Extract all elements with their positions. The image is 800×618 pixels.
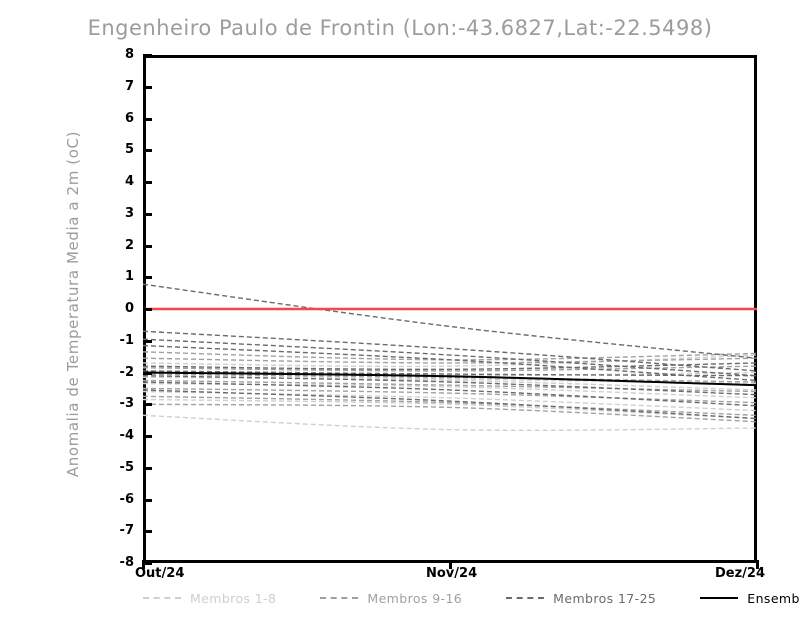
y-axis-tick-mark [143,149,152,153]
y-axis-tick-mark [143,339,152,343]
y-axis-tick-mark [143,562,152,565]
y-axis-tick-mark [143,498,152,502]
member-line [143,376,757,391]
y-axis-tick-mark [143,403,152,407]
x-axis-tick-mark [142,560,145,569]
legend-swatch-icon [506,597,545,599]
legend-label: Membros 9-16 [367,590,463,606]
y-axis-tick-label: -5 [119,459,134,475]
page-title: Engenheiro Paulo de Frontin (Lon:-43.682… [87,16,713,40]
member-line [143,354,757,368]
legend-label: Membros 17-25 [553,590,657,606]
member-line [143,338,757,377]
chart-legend: Membros 1-8 Membros 9-16 Membros 17-25 Ense… [143,588,800,608]
member-line [143,381,757,407]
x-axis-tick-label: Dez/24 [715,566,766,581]
y-axis-tick-label: -1 [119,332,134,348]
y-axis-tick-label: -7 [119,523,134,539]
y-axis-tick-label: 7 [124,78,134,94]
member-line [143,374,757,396]
legend-item[interactable]: Ensemble Mean [700,591,800,606]
y-axis-tick-label: -4 [119,428,134,443]
legend-swatch-icon [320,597,359,599]
chart-plot-area [143,283,757,432]
member-line [143,379,757,393]
member-line [143,403,757,423]
member-line [143,390,757,412]
member-line [143,365,757,372]
legend-item[interactable]: Membros 9-16 [320,591,462,606]
y-axis-tick-mark [143,244,152,248]
member-line [143,357,757,364]
member-line [143,344,757,382]
legend-item[interactable]: Membros 17-25 [506,591,656,606]
y-axis-tick-label: -6 [119,491,134,507]
y-axis-tick-label: 8 [124,47,134,62]
y-axis-tick-mark [143,54,152,57]
y-axis-tick-label: 0 [124,301,134,316]
x-axis-tick-mark [449,560,452,569]
legend-label: Ensemble Mean [747,590,800,606]
y-axis-tick-label: 5 [124,142,134,158]
member-line [143,362,757,371]
y-axis-tick-mark [143,85,152,89]
y-axis-tick-label: 3 [124,205,134,221]
x-axis-tick-label: Out/24 [135,566,185,581]
y-axis-tick-mark [143,530,152,534]
x-axis-tick-label: Nov/24 [426,566,478,581]
y-axis-tick-mark [143,466,152,470]
member-line [143,414,757,432]
y-axis-tick-mark [143,435,152,438]
y-axis-tick-mark [143,181,152,184]
y-axis-tick-label: -2 [119,364,134,380]
y-axis-tick-mark [143,276,152,280]
y-axis-tick-mark [143,308,152,311]
ensemble-mean-line [143,371,757,387]
y-axis-tick-label: 2 [124,237,134,253]
y-axis-tick-mark [143,117,152,121]
y-axis-tick-label: 1 [124,269,134,285]
legend-swatch-icon [700,596,739,600]
member-line [143,382,757,399]
legend-swatch-icon [143,597,181,599]
y-axis-tick-label: 4 [124,174,134,189]
y-axis-tick-label: 6 [124,110,134,126]
member-line [143,283,757,359]
member-line [143,398,757,420]
member-line [143,370,757,377]
legend-item[interactable]: Membros 1-8 [143,591,276,606]
member-line [143,330,757,372]
y-axis-tick-mark [143,371,152,375]
member-line [143,389,757,420]
y-axis-tick-label: -3 [119,396,134,412]
member-line [143,387,757,404]
x-axis-tick-mark [756,560,759,569]
y-axis-tick-label: -8 [119,555,134,570]
member-line [143,395,757,417]
y-axis-tick-mark [143,212,152,216]
y-axis-label: Anomalia de Temperatura Media a 2m (oC) [64,130,82,478]
legend-label: Membros 1-8 [190,590,277,606]
member-line [143,373,757,385]
